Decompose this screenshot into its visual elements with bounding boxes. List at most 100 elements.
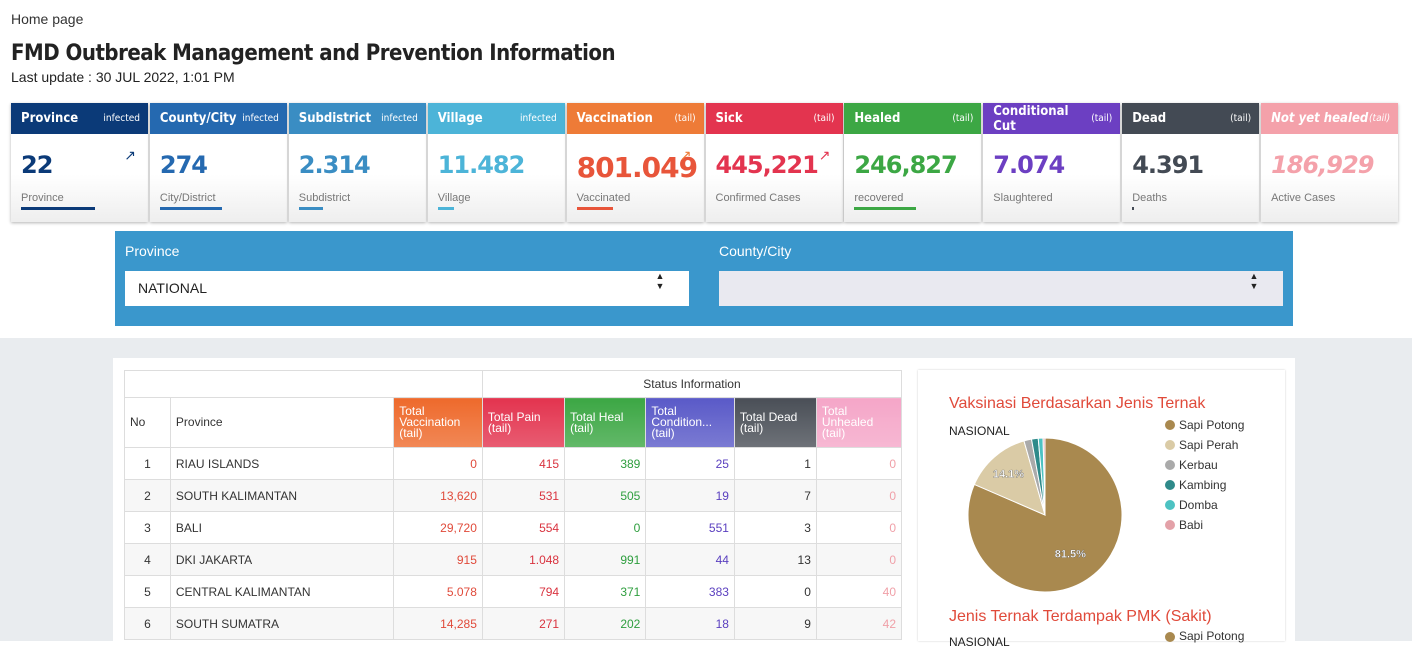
- card-bar: [437, 207, 454, 210]
- header-row: Status Information: [124, 370, 903, 398]
- table-cell: 6: [124, 607, 171, 640]
- external-link-icon[interactable]: ↗: [124, 147, 136, 163]
- card-value: 445,221: [715, 151, 819, 179]
- legend-swatch: [1165, 500, 1175, 510]
- table-cell: 3: [733, 511, 817, 544]
- table-cell: 0: [815, 543, 903, 576]
- card-label: Confirmed Cases: [715, 192, 801, 204]
- table-cell: 42: [815, 607, 903, 640]
- table-cell: 794: [481, 575, 566, 608]
- content-panel: Status Information No Province Total Vaccin…: [113, 358, 1295, 649]
- pie-chart: 81.5% 14.1% Sapi Potong Sapi Perah Kerbau Kam…: [967, 418, 1244, 593]
- stat-card: Not yet healed (tail) 186,929 Active Cases: [1261, 103, 1399, 222]
- card-title: Sick: [715, 111, 743, 126]
- card-title: Vaccination: [576, 111, 653, 126]
- table-cell: 4: [124, 543, 171, 576]
- pie-slice: [1042, 437, 1046, 516]
- card-bar: [576, 207, 613, 210]
- table-cell: 13: [733, 543, 817, 576]
- stat-card: Healed (tail) 246,827 recovered: [844, 103, 982, 222]
- header-row: No Province Total Vaccination (tail) Total …: [124, 397, 903, 448]
- legend-label: Sapi Perah: [1179, 438, 1238, 452]
- table-row: 6 SOUTH SUMATRA 14,285 271 202 18 9 42: [124, 607, 903, 640]
- card-tag: (tail): [674, 113, 696, 124]
- card-label: Province: [21, 192, 64, 204]
- legend-swatch: [1165, 520, 1175, 530]
- card-header: Dead (tail): [1122, 103, 1260, 134]
- pie-slice: [973, 440, 1046, 516]
- card-tag: (tail): [1230, 113, 1252, 124]
- second-legend-swatch: [1165, 632, 1175, 642]
- card-bar: [159, 207, 222, 210]
- legend-swatch: [1165, 460, 1175, 470]
- card-value: 246,827: [854, 151, 957, 179]
- slice-label: 14.1%: [993, 468, 1024, 480]
- card-value: 22: [21, 151, 53, 179]
- card-title: Province: [21, 111, 79, 126]
- last-update: Last update : 30 JUL 2022, 1:01 PM: [11, 69, 235, 85]
- legend-label: Sapi Potong: [1179, 418, 1244, 432]
- chart-panel: Vaksinasi Berdasarkan Jenis Ternak NASION…: [918, 370, 1285, 649]
- legend-label: Babi: [1179, 518, 1203, 532]
- table-cell: CENTRAL KALIMANTAN: [169, 575, 395, 608]
- table-cell: 915: [393, 543, 483, 576]
- table-cell: 505: [564, 479, 647, 512]
- card-bar: [21, 207, 95, 210]
- column-header: Province: [169, 397, 395, 448]
- table-row: 1 RIAU ISLANDS 0 415 389 25 1 0: [124, 447, 903, 480]
- card-value: 801.049: [576, 151, 699, 184]
- column-header: Total Heal (tail): [564, 397, 647, 448]
- filter-select[interactable]: ▲▼: [719, 271, 1283, 306]
- filter-label: County/City: [719, 243, 792, 259]
- stat-card: Village infected 11.482 Village: [427, 103, 565, 222]
- card-title: Conditional Cut: [993, 103, 1069, 134]
- data-table: Status Information No Province Total Vaccin…: [124, 370, 903, 640]
- table-cell: 44: [645, 543, 735, 576]
- table-cell: 19: [645, 479, 735, 512]
- card-tag: (tail): [952, 113, 974, 124]
- column-header: Total Pain (tail): [481, 397, 566, 448]
- table-cell: DKI JAKARTA: [169, 543, 395, 576]
- stat-card: Conditional Cut (tail) 7.074 Slaughtered: [983, 103, 1121, 222]
- group-header: Status Information: [481, 370, 903, 398]
- table-cell: 5.078: [393, 575, 483, 608]
- legend-swatch: [1165, 480, 1175, 490]
- table-cell: 371: [564, 575, 647, 608]
- external-link-icon[interactable]: ↗: [679, 147, 692, 163]
- card-header: County/City infected: [149, 103, 287, 134]
- table-cell: 9: [733, 607, 817, 640]
- table-cell: 1: [733, 447, 817, 480]
- card-tag: infected: [242, 113, 279, 124]
- table-cell: 389: [564, 447, 647, 480]
- table-row: 2 SOUTH KALIMANTAN 13,620 531 505 19 7 0: [124, 479, 903, 512]
- table-cell: 0: [393, 447, 483, 480]
- select-arrow: ▲▼: [655, 271, 665, 291]
- external-link-icon[interactable]: ↗: [818, 147, 831, 163]
- column-header: No: [124, 397, 171, 448]
- table-cell: 0: [815, 479, 903, 512]
- card-title: Subdistrict: [298, 111, 372, 126]
- select-arrow: ▲▼: [1249, 271, 1259, 291]
- card-label: Slaughtered: [993, 192, 1053, 204]
- card-value: 274: [159, 151, 208, 179]
- card-value: 186,929: [1271, 151, 1374, 179]
- stat-card: Subdistrict infected 2.314 Subdistrict: [288, 103, 426, 222]
- table-cell: SOUTH KALIMANTAN: [169, 479, 395, 512]
- table-cell: 1.048: [481, 543, 566, 576]
- column-header: Total Unhealed (tail): [815, 397, 903, 448]
- table-cell: 0: [733, 575, 817, 608]
- card-tag: (tail): [1091, 113, 1113, 124]
- card-value: 11.482: [437, 151, 526, 179]
- card-header: Province infected: [11, 103, 148, 134]
- table-cell: 0: [815, 511, 903, 544]
- second-chart-subtitle: NASIONAL: [949, 635, 1010, 649]
- card-tag: (tail): [813, 113, 835, 124]
- card-title: County/City: [159, 111, 237, 126]
- filter-select[interactable]: NATIONAL ▲▼: [125, 271, 689, 306]
- breadcrumb: Home page: [11, 11, 84, 27]
- table-cell: 554: [481, 511, 566, 544]
- filter-panel: Province NATIONAL ▲▼ County/City ▲▼: [115, 231, 1293, 326]
- table-cell: 25: [645, 447, 735, 480]
- stat-card: Vaccination (tail) 801.049 ↗ Vaccinated: [566, 103, 704, 222]
- select-value: NATIONAL: [138, 280, 207, 296]
